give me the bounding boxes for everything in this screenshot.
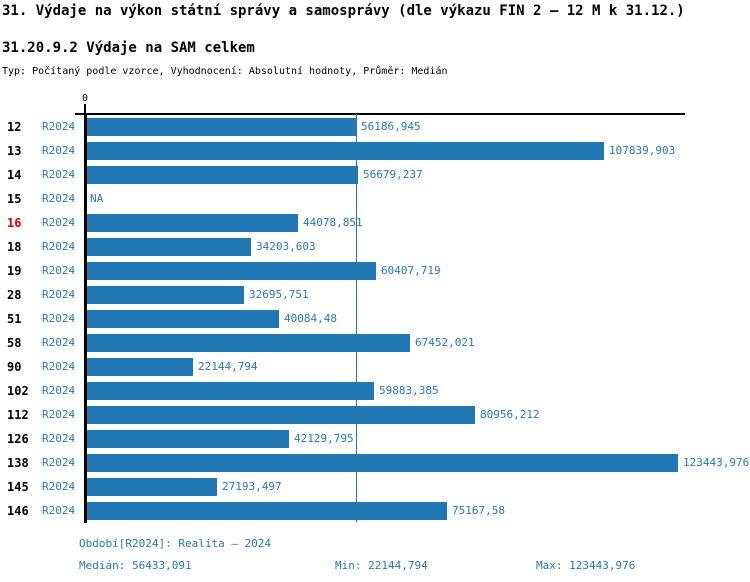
row-period-label: R2024 — [42, 384, 76, 397]
chart-row: 146 R2024 75167,58 — [0, 499, 750, 523]
bar-value-label: 32695,751 — [249, 288, 309, 301]
value-bar — [87, 214, 298, 232]
value-bar — [87, 478, 217, 496]
bar-value-label: NA — [90, 192, 104, 205]
row-number-label: 58 — [7, 336, 22, 350]
row-number-label: 16 — [7, 216, 22, 230]
chart-row: 13 R2024 107839,903 — [0, 139, 750, 163]
row-period-label: R2024 — [42, 168, 76, 181]
value-bar — [87, 238, 251, 256]
bar-value-label: 56186,945 — [361, 120, 421, 133]
value-bar — [87, 502, 447, 520]
row-number-label: 14 — [7, 168, 22, 182]
row-number-label: 145 — [7, 480, 29, 494]
row-number-label: 90 — [7, 360, 22, 374]
chart-row: 19 R2024 60407,719 — [0, 259, 750, 283]
bar-value-label: 107839,903 — [609, 144, 676, 157]
section-title: 31.20.9.2 Výdaje na SAM celkem — [2, 40, 255, 56]
chart-row: 28 R2024 32695,751 — [0, 283, 750, 307]
chart-row: 16 R2024 44078,851 — [0, 211, 750, 235]
value-bar — [87, 262, 376, 280]
bar-value-label: 80956,212 — [480, 408, 540, 421]
footer-min-stat: Min: 22144,794 — [335, 559, 428, 572]
footer-max-stat: Max: 123443,976 — [536, 559, 636, 572]
value-bar — [87, 358, 193, 376]
bar-value-label: 123443,976 — [683, 456, 750, 469]
row-number-label: 138 — [7, 456, 29, 470]
row-period-label: R2024 — [42, 264, 76, 277]
row-period-label: R2024 — [42, 216, 76, 229]
bar-value-label: 22144,794 — [198, 360, 258, 373]
row-period-label: R2024 — [42, 360, 76, 373]
row-number-label: 18 — [7, 240, 22, 254]
value-bar — [87, 334, 410, 352]
axis-zero-label: 0 — [81, 93, 89, 104]
row-number-label: 126 — [7, 432, 29, 446]
row-number-label: 51 — [7, 312, 22, 326]
row-period-label: R2024 — [42, 480, 76, 493]
chart-row: 58 R2024 67452,021 — [0, 331, 750, 355]
chart-row: 112 R2024 80956,212 — [0, 403, 750, 427]
row-number-label: 15 — [7, 192, 22, 206]
chart-row: 145 R2024 27193,497 — [0, 475, 750, 499]
value-bar — [87, 310, 279, 328]
bar-value-label: 27193,497 — [222, 480, 282, 493]
y-axis-line — [84, 113, 87, 523]
axis-top-line — [75, 113, 685, 115]
row-period-label: R2024 — [42, 336, 76, 349]
value-bar — [87, 382, 374, 400]
report-title: 31. Výdaje na výkon státní správy a samo… — [2, 3, 685, 19]
bar-value-label: 42129,795 — [294, 432, 354, 445]
value-bar — [87, 142, 604, 160]
chart-row: 102 R2024 59883,385 — [0, 379, 750, 403]
chart-row: 12 R2024 56186,945 — [0, 115, 750, 139]
row-number-label: 146 — [7, 504, 29, 518]
bar-value-label: 59883,385 — [379, 384, 439, 397]
value-bar — [87, 454, 678, 472]
chart-row: 18 R2024 34203,603 — [0, 235, 750, 259]
value-bar — [87, 430, 289, 448]
bar-value-label: 34203,603 — [256, 240, 316, 253]
row-period-label: R2024 — [42, 456, 76, 469]
row-period-label: R2024 — [42, 240, 76, 253]
bar-value-label: 75167,58 — [452, 504, 505, 517]
axis-zero-tick — [84, 104, 86, 114]
value-bar — [87, 406, 475, 424]
value-bar — [87, 286, 244, 304]
row-period-label: R2024 — [42, 408, 76, 421]
row-period-label: R2024 — [42, 192, 76, 205]
row-number-label: 28 — [7, 288, 22, 302]
bar-value-label: 40084,48 — [284, 312, 337, 325]
chart-row: 90 R2024 22144,794 — [0, 355, 750, 379]
row-period-label: R2024 — [42, 432, 76, 445]
median-reference-line — [356, 114, 357, 522]
chart-row: 126 R2024 42129,795 — [0, 427, 750, 451]
chart-meta-line: Typ: Počítaný podle vzorce, Vyhodnocení:… — [2, 66, 448, 77]
footer-median-stat: Medián: 56433,091 — [79, 559, 192, 572]
row-period-label: R2024 — [42, 144, 76, 157]
value-bar — [87, 118, 356, 136]
row-number-label: 19 — [7, 264, 22, 278]
row-period-label: R2024 — [42, 312, 76, 325]
bar-value-label: 56679,237 — [363, 168, 423, 181]
row-number-label: 102 — [7, 384, 29, 398]
row-number-label: 13 — [7, 144, 22, 158]
row-period-label: R2024 — [42, 288, 76, 301]
value-bar — [87, 166, 358, 184]
row-period-label: R2024 — [42, 504, 76, 517]
row-period-label: R2024 — [42, 120, 76, 133]
bar-value-label: 67452,021 — [415, 336, 475, 349]
row-number-label: 12 — [7, 120, 22, 134]
bar-value-label: 60407,719 — [381, 264, 441, 277]
bar-value-label: 44078,851 — [303, 216, 363, 229]
row-number-label: 112 — [7, 408, 29, 422]
chart-row: 14 R2024 56679,237 — [0, 163, 750, 187]
chart-row: 51 R2024 40084,48 — [0, 307, 750, 331]
chart-row: 138 R2024 123443,976 — [0, 451, 750, 475]
chart-row: 15 R2024 NA — [0, 187, 750, 211]
footer-period-info: Období[R2024]: Realita — 2024 — [79, 537, 272, 550]
